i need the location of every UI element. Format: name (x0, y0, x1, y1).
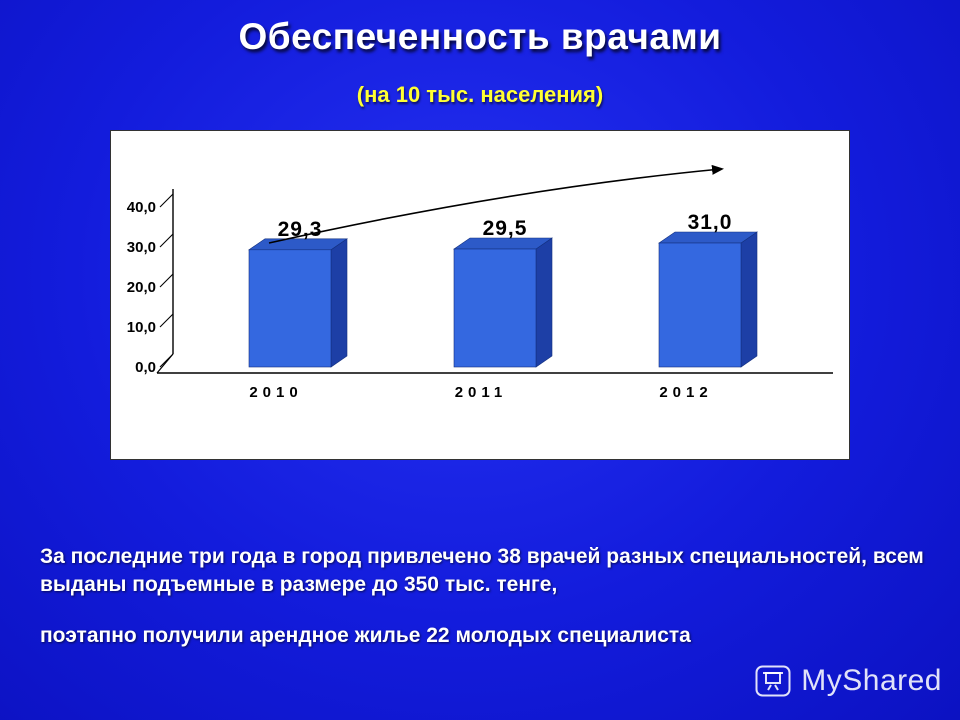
x-category-label: 2010 (249, 384, 302, 401)
bar-value-label: 29,5 (483, 217, 528, 240)
bar-front-face (453, 248, 537, 368)
slide-subtitle: (на 10 тыс. населения) (356, 82, 604, 107)
chart-area: 40,0 30,0 20,0 10,0 0,0 29,3 2010 29,5 2011 31,0 2… (110, 130, 850, 460)
y-tick-label: 10,0 (127, 319, 156, 336)
y-tick-label: 0,0 (135, 359, 156, 376)
y-tick-label: 40,0 (127, 199, 156, 216)
bar-group-2011 (453, 237, 553, 368)
bar-front-face (248, 249, 332, 368)
y-tick-mark (159, 193, 174, 208)
bar-front-face (658, 242, 742, 368)
bar-side-face (535, 237, 553, 368)
body-paragraph-1: За последние три года в город привлечено… (40, 545, 924, 597)
y-tick-mark (159, 353, 174, 368)
bar-chart-svg: 40,0 30,0 20,0 10,0 0,0 29,3 2010 29,5 2011 31,0 2… (127, 164, 833, 401)
x-category-label: 2012 (659, 384, 712, 401)
trend-arrow (268, 164, 724, 244)
myshared-watermark[interactable]: MyShared (755, 664, 942, 698)
x-category-label: 2011 (455, 384, 508, 401)
y-tick-mark (159, 273, 174, 288)
y-tick-mark (159, 313, 174, 328)
bar-group-2010 (248, 238, 348, 368)
slide-title: Обеспеченность врачами (238, 16, 722, 57)
body-text-block: За последние три года в город привлечено… (40, 543, 935, 672)
body-paragraph-2: поэтапно получили арендное жилье 22 моло… (40, 623, 691, 647)
y-tick-label: 20,0 (127, 279, 156, 296)
y-tick-label: 30,0 (127, 239, 156, 256)
watermark-label: MyShared (801, 664, 942, 697)
bar-group-2012 (658, 231, 758, 368)
y-tick-mark (159, 233, 174, 248)
bar-value-label: 29,3 (278, 218, 323, 241)
projector-screen-icon (755, 665, 791, 697)
bar-side-face (330, 238, 348, 368)
bar-side-face (740, 231, 758, 368)
bar-value-label: 31,0 (688, 211, 733, 234)
